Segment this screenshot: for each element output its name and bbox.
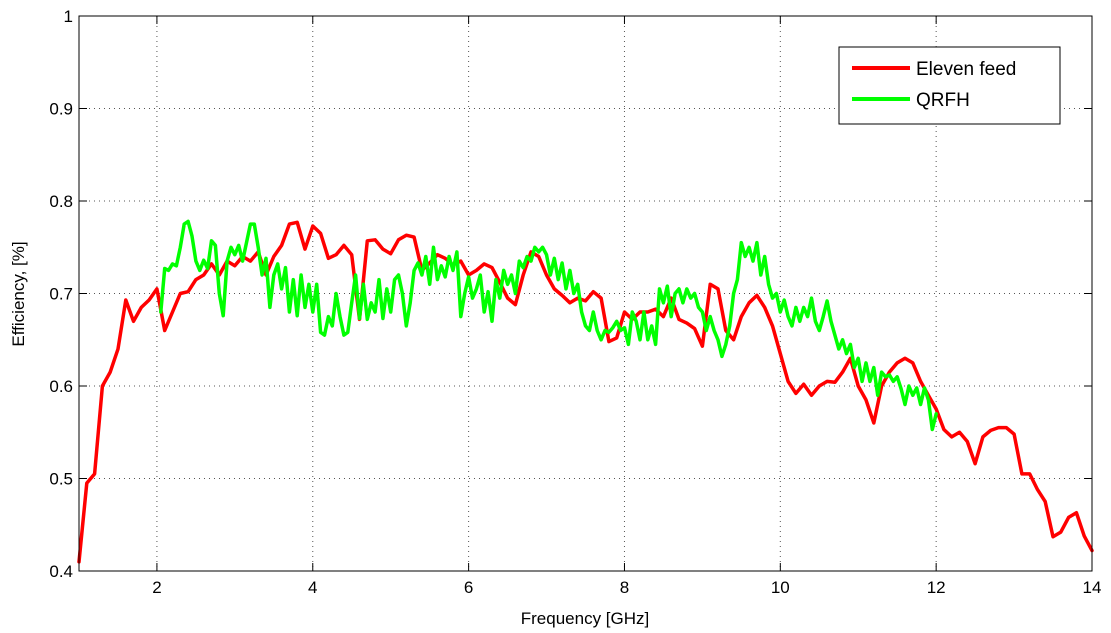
x-tick-label: 12: [927, 578, 946, 597]
legend-label-qrfh: QRFH: [916, 90, 970, 111]
x-tick-label: 4: [308, 578, 317, 597]
y-tick-labels: 0.4 0.5 0.6 0.7 0.8 0.9 1: [49, 7, 73, 581]
x-tick-label: 14: [1083, 578, 1102, 597]
legend: Eleven feed QRFH: [838, 46, 1061, 125]
x-tick-label: 6: [464, 578, 473, 597]
legend-box: [838, 46, 1061, 125]
y-tick-label: 0.9: [49, 100, 73, 119]
y-tick-label: 0.8: [49, 192, 73, 211]
x-tick-label: 10: [771, 578, 790, 597]
y-tick-label: 1: [64, 7, 73, 26]
axis-ticks: [79, 15, 1093, 572]
y-axis-label: Efficiency, [%]: [9, 241, 28, 346]
series-line-qrfh: [159, 219, 938, 432]
legend-label-eleven-feed: Eleven feed: [916, 59, 1016, 80]
y-tick-label: 0.5: [49, 470, 73, 489]
y-tick-label: 0.4: [49, 562, 73, 581]
x-axis-label: Frequency [GHz]: [521, 609, 650, 628]
y-tick-label: 0.6: [49, 377, 73, 396]
series-layer: [77, 219, 1094, 564]
x-tick-labels: 2 4 6 8 10 12 14: [152, 578, 1101, 597]
x-tick-label: 2: [152, 578, 161, 597]
series-line-eleven-feed: [77, 220, 1094, 564]
y-tick-label: 0.7: [49, 285, 73, 304]
x-tick-label: 8: [620, 578, 629, 597]
